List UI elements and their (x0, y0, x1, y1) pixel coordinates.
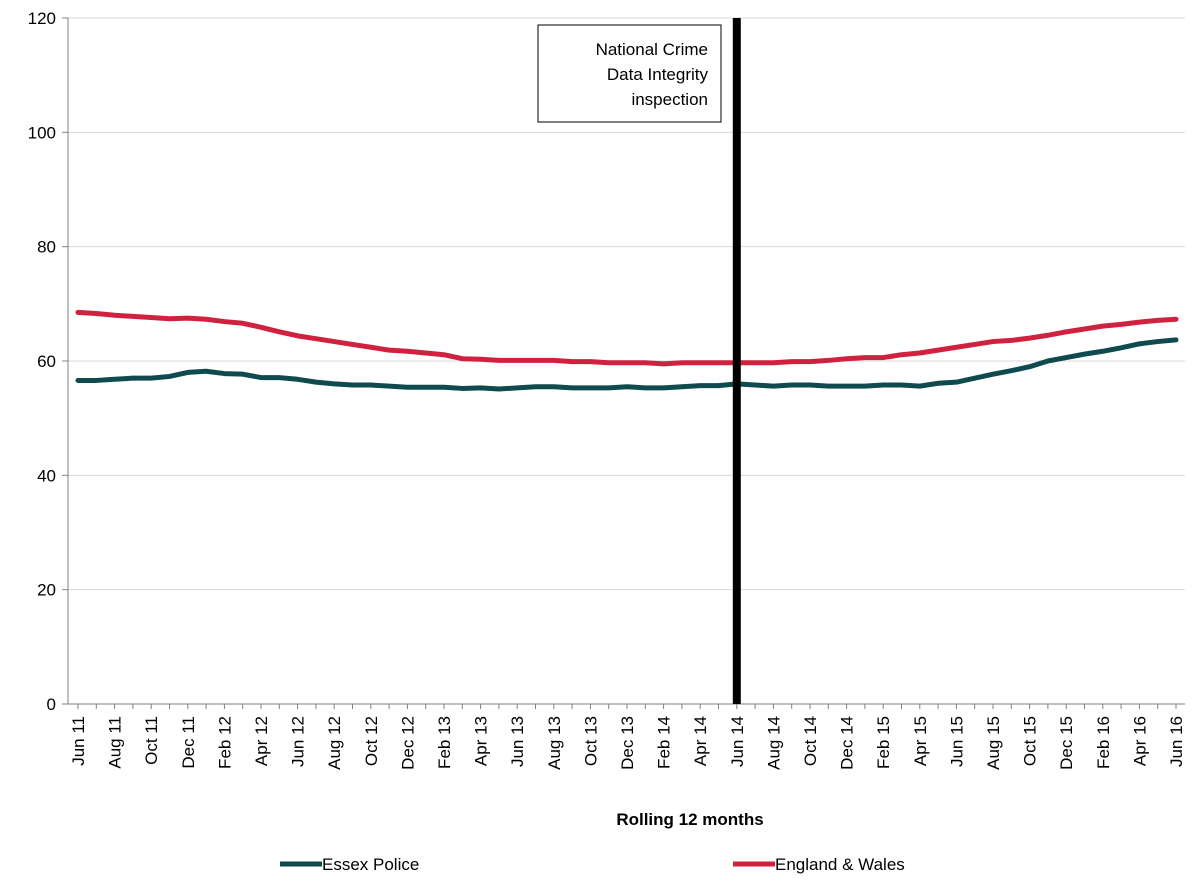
x-tick-label: Apr 15 (911, 716, 930, 766)
x-tick-label: Jun 14 (728, 716, 747, 767)
x-tick-label: Apr 16 (1130, 716, 1149, 766)
x-tick-label: Oct 11 (142, 716, 161, 765)
x-tick-label: Feb 12 (215, 716, 234, 769)
y-tick-label: 100 (28, 123, 56, 142)
y-tick-label: 60 (37, 352, 56, 371)
y-tick-labels: 0 20 40 60 80 100 120 (28, 9, 56, 714)
x-tick-label: Oct 14 (801, 716, 820, 766)
x-tick-label: Aug 13 (545, 716, 564, 770)
y-tick-label: 120 (28, 9, 56, 28)
inspection-annotation: National Crime Data Integrity inspection (537, 18, 741, 704)
x-tick-label: Feb 15 (874, 716, 893, 769)
x-tick-label: Dec 11 (179, 716, 198, 769)
y-tick-label: 0 (47, 695, 56, 714)
x-tick-label: Aug 11 (106, 716, 125, 769)
axes (62, 17, 1185, 709)
x-tick-label: Feb 16 (1094, 716, 1113, 769)
x-tick-label: Jun 15 (947, 716, 966, 767)
x-tick-label: Aug 14 (764, 716, 783, 770)
x-tick-label: Oct 12 (362, 716, 381, 766)
x-tick-label: Aug 12 (325, 716, 344, 770)
y-tick-label: 20 (37, 581, 56, 600)
y-tick-label: 80 (37, 238, 56, 257)
x-tick-label: Apr 12 (252, 716, 271, 766)
x-tick-label: Jun 12 (289, 716, 308, 767)
x-axis-title: Rolling 12 months (616, 810, 763, 829)
series-lines (75, 309, 1179, 392)
legend-label: England & Wales (775, 855, 905, 874)
x-tick-label: Feb 14 (655, 716, 674, 769)
series-line-essex-police (75, 337, 1179, 392)
x-tick-label: Dec 13 (618, 716, 637, 770)
x-tick-label: Aug 15 (984, 716, 1003, 770)
x-tick-labels: Jun 11 Aug 11 Oct 11 Dec 11 Feb 12 Apr 12 Jun … (69, 716, 1186, 770)
annotation-text: National Crime (596, 40, 708, 59)
x-tick-label: Dec 12 (398, 716, 417, 770)
x-tick-label: Jun 11 (69, 716, 88, 766)
x-tick-label: Oct 13 (581, 716, 600, 766)
x-tick-label: Dec 14 (838, 716, 857, 770)
annotation-text: inspection (631, 90, 708, 109)
annotation-text: Data Integrity (607, 65, 709, 84)
series-line-england-wales (75, 309, 1179, 367)
x-tick-label: Jun 16 (1167, 716, 1186, 767)
legend-label: Essex Police (322, 855, 419, 874)
x-tick-label: Jun 13 (508, 716, 527, 767)
legend: Essex Police England & Wales (280, 855, 905, 874)
x-tick-label: Apr 14 (691, 716, 710, 766)
y-tick-label: 40 (37, 466, 56, 485)
annotation-box (537, 24, 722, 123)
x-tick-label: Feb 13 (435, 716, 454, 769)
x-tick-label: Apr 13 (472, 716, 491, 766)
x-tick-label: Dec 15 (1057, 716, 1076, 770)
x-tick-label: Oct 15 (1021, 716, 1040, 766)
